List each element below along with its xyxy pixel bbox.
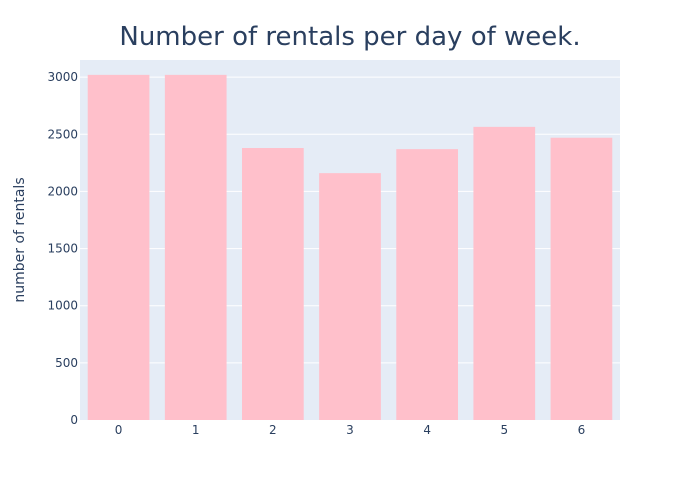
bar-day-5[interactable] [473,126,536,420]
bar-day-2[interactable] [242,148,304,420]
y-tick-label: 0 [70,413,78,427]
x-tick-label: 3 [346,423,354,437]
x-tick-label: 1 [192,423,200,437]
y-tick-label: 2000 [47,184,78,198]
x-tick-label: 5 [500,423,508,437]
y-tick-label: 500 [55,356,78,370]
x-axis-ticks: 0 1 2 3 4 5 6 [115,423,585,437]
y-tick-label: 3000 [47,70,78,84]
y-axis-title: number of rentals [12,177,28,302]
x-tick-label: 0 [115,423,123,437]
bar-day-6[interactable] [550,137,613,420]
bars [87,74,613,420]
y-tick-label: 2500 [47,127,78,141]
x-tick-label: 2 [269,423,277,437]
y-tick-label: 1000 [47,299,78,313]
y-axis-ticks: 0 500 1000 1500 2000 2500 3000 [47,70,78,427]
chart-title: Number of rentals per day of week. [119,22,580,52]
y-tick-label: 1500 [47,242,78,256]
bar-day-0[interactable] [87,74,150,420]
x-tick-label: 4 [423,423,431,437]
x-tick-label: 6 [578,423,586,437]
bar-day-1[interactable] [164,74,227,420]
bar-day-4[interactable] [396,149,458,420]
bar-day-3[interactable] [319,173,381,420]
